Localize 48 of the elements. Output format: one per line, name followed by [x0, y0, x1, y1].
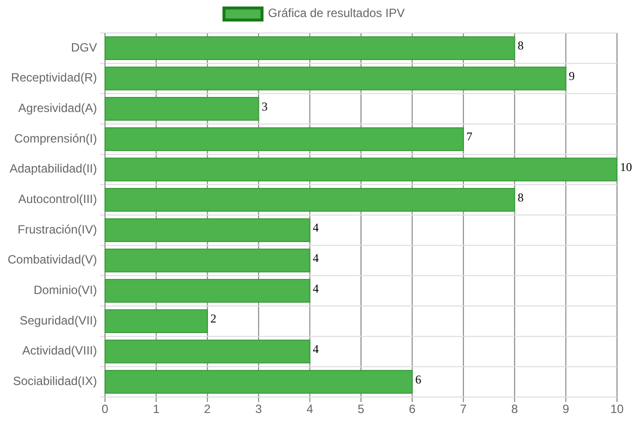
data-label: 7	[466, 130, 472, 144]
x-tick-label: 0	[102, 402, 109, 416]
x-tick-label: 3	[255, 402, 262, 416]
bar	[104, 309, 208, 334]
data-label: 10	[620, 160, 632, 174]
x-tick-label: 6	[408, 402, 416, 416]
data-label: 8	[518, 190, 524, 204]
x-tick-label: 4	[306, 402, 314, 416]
x-tick-label: 5	[358, 402, 365, 416]
data-label: 2	[210, 312, 216, 326]
y-tick-label: Actividad(VIII)	[22, 344, 97, 358]
bar	[104, 66, 566, 90]
y-tick-label: Combatividad(V)	[8, 252, 97, 267]
y-tick-label: Seguridad(VII)	[20, 313, 97, 328]
data-label: 3	[262, 99, 268, 114]
bar	[104, 370, 413, 394]
data-label: 9	[568, 68, 575, 83]
x-tick-label: 10	[610, 402, 624, 416]
bar	[104, 218, 310, 242]
y-tick-label: Receptividad(R)	[10, 70, 97, 85]
y-tick-label: DGV	[70, 40, 97, 54]
y-tick-label: Frustración(IV)	[18, 222, 97, 236]
data-label: 8	[518, 38, 524, 53]
data-label: 4	[312, 281, 319, 296]
data-label: 4	[312, 250, 319, 265]
x-tick-label: 8	[511, 402, 518, 416]
x-tick-label: 9	[562, 402, 570, 416]
bar	[104, 96, 260, 121]
data-label: 4	[312, 342, 319, 356]
bar	[104, 158, 618, 182]
y-tick-label: Dominio(VI)	[34, 283, 97, 298]
data-label: 4	[312, 220, 319, 235]
bar	[104, 340, 310, 364]
bar	[104, 188, 516, 212]
bar	[104, 36, 516, 60]
y-tick-label: Autocontrol(III)	[18, 192, 97, 206]
legend-label: Gráfica de resultados IPV	[268, 6, 405, 20]
bar	[104, 278, 310, 303]
y-tick-label: Comprensión(I)	[14, 131, 97, 146]
y-tick-label: Adaptabilidad(II)	[10, 162, 97, 176]
x-tick-label: 2	[204, 402, 212, 416]
bar	[104, 127, 464, 152]
y-tick-label: Sociabilidad(IX)	[12, 374, 97, 388]
bar	[104, 248, 310, 272]
x-tick-label: 7	[460, 402, 468, 416]
x-tick-label: 1	[152, 402, 160, 416]
data-label: 6	[415, 372, 422, 386]
y-tick-label: Agresividad(A)	[18, 101, 97, 116]
